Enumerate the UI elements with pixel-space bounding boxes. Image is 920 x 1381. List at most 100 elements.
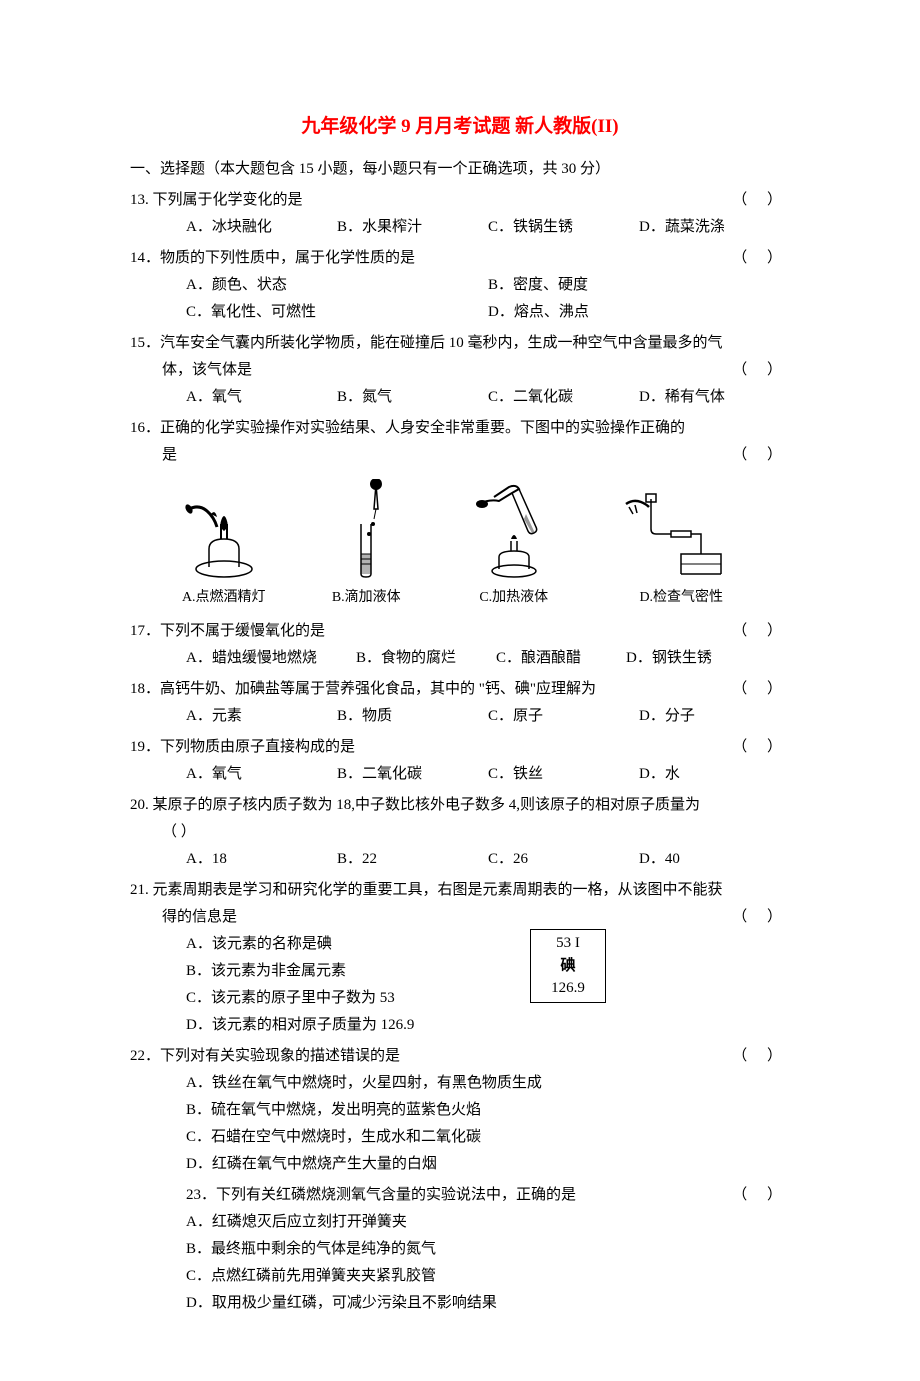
question-14: 14．物质的下列性质中，属于化学性质的是 （ ） A．颜色、状态 B．密度、硬度…	[130, 245, 790, 326]
q21-options: A．该元素的名称是碘 B．该元素为非金属元素 C．该元素的原子里中子数为 53 …	[130, 931, 790, 1039]
question-23: 23．下列有关红磷燃烧测氧气含量的实验说法中，正确的是 （ ） A．红磷熄灭后应…	[130, 1182, 790, 1317]
option-a: A．铁丝在氧气中燃烧时，火星四射，有黑色物质生成	[186, 1070, 790, 1097]
option-a: A．18	[186, 846, 337, 873]
q16-stem2: 是	[130, 447, 177, 463]
figure-b-label: B.滴加液体	[326, 585, 406, 610]
question-13: 13. 下列属于化学变化的是 （ ） A．冰块融化 B．水果榨汁 C．铁锅生锈 …	[130, 187, 790, 241]
question-15: 15．汽车安全气囊内所装化学物质，能在碰撞后 10 毫秒内，生成一种空气中含量最…	[130, 330, 790, 411]
option-a: A．元素	[186, 703, 337, 730]
question-19: 19．下列物质由原子直接构成的是 （ ） A．氧气 B．二氧化碳 C．铁丝 D．…	[130, 734, 790, 788]
answer-paren: （ ）	[732, 676, 790, 703]
option-d: D．水	[639, 761, 790, 788]
answer-paren: （ ）	[732, 734, 790, 761]
option-c: C．该元素的原子里中子数为 53	[186, 985, 790, 1012]
question-17: 17．下列不属于缓慢氧化的是 （ ） A．蜡烛缓慢地燃烧 B．食物的腐烂 C．酿…	[130, 618, 790, 672]
q22-options: A．铁丝在氧气中燃烧时，火星四射，有黑色物质生成 B．硫在氧气中燃烧，发出明亮的…	[130, 1070, 790, 1178]
question-20: 20. 某原子的原子核内质子数为 18,中子数比核外电子数多 4,则该原子的相对…	[130, 792, 790, 873]
option-d: D．稀有气体	[639, 384, 790, 411]
option-d: D．分子	[639, 703, 790, 730]
q19-options: A．氧气 B．二氧化碳 C．铁丝 D．水	[130, 761, 790, 788]
q23-options: A．红磷熄灭后应立刻打开弹簧夹 B．最终瓶中剩余的气体是纯净的氮气 C．点燃红磷…	[186, 1209, 790, 1317]
figure-d: D.检查气密性	[621, 479, 741, 610]
figure-c-label: C.加热液体	[464, 585, 564, 610]
q16-figures: A.点燃酒精灯 B.滴加液体	[130, 469, 790, 614]
q15-options: A．氧气 B．氮气 C．二氧化碳 D．稀有气体	[130, 384, 790, 411]
q15-stem2: 体，该气体是	[130, 362, 252, 378]
element-cell: 53 I 碘 126.9	[530, 929, 606, 1003]
q15-stem: 15．汽车安全气囊内所装化学物质，能在碰撞后 10 毫秒内，生成一种空气中含量最…	[130, 335, 723, 351]
element-mass: 126.9	[531, 977, 605, 1000]
figure-c: C.加热液体	[464, 479, 564, 610]
q20-stem: 20. 某原子的原子核内质子数为 18,中子数比核外电子数多 4,则该原子的相对…	[130, 797, 700, 813]
q17-stem: 17．下列不属于缓慢氧化的是	[130, 623, 325, 639]
answer-paren: （ ）	[732, 618, 790, 645]
question-18: 18．高钙牛奶、加碘盐等属于营养强化食品，其中的 "钙、碘"应理解为 （ ） A…	[130, 676, 790, 730]
option-a: A．冰块融化	[186, 214, 337, 241]
option-c: C．铁丝	[488, 761, 639, 788]
option-a: A．红磷熄灭后应立刻打开弹簧夹	[186, 1209, 790, 1236]
option-b: B．22	[337, 846, 488, 873]
answer-paren: （ ）	[732, 245, 790, 272]
option-b: B．水果榨汁	[337, 214, 488, 241]
option-c: C．原子	[488, 703, 639, 730]
answer-paren: （ ）	[732, 357, 790, 384]
option-a: A．氧气	[186, 384, 337, 411]
answer-paren: （ ）	[732, 187, 790, 214]
q18-stem: 18．高钙牛奶、加碘盐等属于营养强化食品，其中的 "钙、碘"应理解为	[130, 681, 596, 697]
answer-paren: （ ）	[732, 1043, 790, 1070]
section-header: 一、选择题（本大题包含 15 小题，每小题只有一个正确选项，共 30 分）	[130, 156, 790, 183]
q14-options: A．颜色、状态 B．密度、硬度 C．氧化性、可燃性 D．熔点、沸点	[130, 272, 790, 326]
option-a: A．氧气	[186, 761, 337, 788]
option-b: B．氮气	[337, 384, 488, 411]
figure-b: B.滴加液体	[326, 479, 406, 610]
option-c: C．二氧化碳	[488, 384, 639, 411]
option-c: C．铁锅生锈	[488, 214, 639, 241]
element-number: 53 I	[531, 932, 605, 955]
option-d: D．熔点、沸点	[488, 299, 790, 326]
q18-options: A．元素 B．物质 C．原子 D．分子	[130, 703, 790, 730]
option-d: D．取用极少量红磷，可减少污染且不影响结果	[186, 1290, 790, 1317]
option-b: B．物质	[337, 703, 488, 730]
q17-options: A．蜡烛缓慢地燃烧 B．食物的腐烂 C．酿酒酿醋 D．钢铁生锈	[130, 645, 790, 672]
option-b: B．硫在氧气中燃烧，发出明亮的蓝紫色火焰	[186, 1097, 790, 1124]
element-name: 碘	[531, 955, 605, 978]
figure-a: A.点燃酒精灯	[179, 479, 269, 610]
option-d: D．钢铁生锈	[626, 645, 776, 672]
answer-paren: （ ）	[732, 904, 790, 931]
option-d: D．40	[639, 846, 790, 873]
option-b: B．食物的腐烂	[356, 645, 496, 672]
question-21: 21. 元素周期表是学习和研究化学的重要工具，右图是元素周期表的一格，从该图中不…	[130, 877, 790, 1039]
q13-stem: 13. 下列属于化学变化的是	[130, 192, 303, 208]
page-title: 九年级化学 9 月月考试题 新人教版(II)	[130, 110, 790, 144]
option-c: C．氧化性、可燃性	[186, 299, 488, 326]
option-b: B．最终瓶中剩余的气体是纯净的氮气	[186, 1236, 790, 1263]
figure-a-label: A.点燃酒精灯	[179, 585, 269, 610]
option-c: C．酿酒酿醋	[496, 645, 626, 672]
option-a: A．颜色、状态	[186, 272, 488, 299]
option-d: D．该元素的相对原子质量为 126.9	[186, 1012, 790, 1039]
option-c: C．26	[488, 846, 639, 873]
option-d: D．红磷在氧气中燃烧产生大量的白烟	[186, 1151, 790, 1178]
answer-paren: （ ）	[732, 1182, 790, 1209]
answer-paren: （ ）	[732, 442, 790, 469]
figure-d-label: D.检查气密性	[621, 585, 741, 610]
question-22: 22．下列对有关实验现象的描述错误的是 （ ） A．铁丝在氧气中燃烧时，火星四射…	[130, 1043, 790, 1178]
option-a: A．该元素的名称是碘	[186, 931, 790, 958]
option-c: C．石蜡在空气中燃烧时，生成水和二氧化碳	[186, 1124, 790, 1151]
option-b: B．该元素为非金属元素	[186, 958, 790, 985]
option-b: B．密度、硬度	[488, 272, 790, 299]
q20-stem2: （ ）	[130, 819, 790, 846]
option-a: A．蜡烛缓慢地燃烧	[186, 645, 356, 672]
option-c: C．点燃红磷前先用弹簧夹夹紧乳胶管	[186, 1263, 790, 1290]
q21-stem: 21. 元素周期表是学习和研究化学的重要工具，右图是元素周期表的一格，从该图中不…	[130, 882, 723, 898]
q19-stem: 19．下列物质由原子直接构成的是	[130, 739, 355, 755]
q22-stem: 22．下列对有关实验现象的描述错误的是	[130, 1048, 400, 1064]
q14-stem: 14．物质的下列性质中，属于化学性质的是	[130, 250, 415, 266]
q23-stem: 23．下列有关红磷燃烧测氧气含量的实验说法中，正确的是	[186, 1187, 576, 1203]
question-16: 16．正确的化学实验操作对实验结果、人身安全非常重要。下图中的实验操作正确的 是…	[130, 415, 790, 614]
option-b: B．二氧化碳	[337, 761, 488, 788]
q16-stem: 16．正确的化学实验操作对实验结果、人身安全非常重要。下图中的实验操作正确的	[130, 420, 685, 436]
option-d: D．蔬菜洗涤	[639, 214, 790, 241]
q13-options: A．冰块融化 B．水果榨汁 C．铁锅生锈 D．蔬菜洗涤	[130, 214, 790, 241]
q20-options: A．18 B．22 C．26 D．40	[130, 846, 790, 873]
